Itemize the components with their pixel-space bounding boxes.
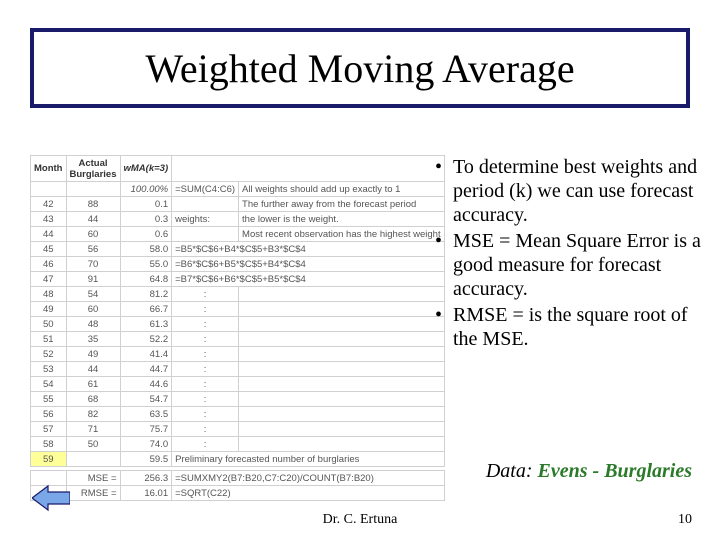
sum-formula: =SUM(C4:C6) (172, 182, 239, 197)
footer-author: Dr. C. Ertuna (0, 512, 720, 528)
table-row: 577175.7: (31, 422, 445, 437)
slide-title: Weighted Moving Average (145, 45, 574, 92)
page-number: 10 (678, 512, 692, 528)
table-row: 496066.7: (31, 302, 445, 317)
table-row: 504861.3: (31, 317, 445, 332)
table-row: 44600.6Most recent observation has the h… (31, 227, 445, 242)
table-row: 556854.7: (31, 392, 445, 407)
back-arrow-button[interactable] (32, 484, 70, 512)
table-row: 479164.8=B7*$C$6+B6*$C$5+B5*$C$4 (31, 272, 445, 287)
data-citation: Data: Evens - Burglaries (486, 460, 692, 483)
table-row: 467055.0=B6*$C$6+B5*$C$5+B4*$C$4 (31, 257, 445, 272)
sum-note: All weights should add up exactly to 1 (239, 182, 445, 197)
forecast-month: 59 (31, 452, 67, 467)
sum-pct: 100.00% (120, 182, 172, 197)
sum-row: 100.00% =SUM(C4:C6) All weights should a… (31, 182, 445, 197)
bullet-item: MSE = Mean Square Error is a good measur… (435, 229, 705, 301)
data-prefix: Data: (486, 460, 533, 482)
table-row: 485481.2: (31, 287, 445, 302)
bullet-list: To determine best weights and period (k)… (435, 155, 705, 353)
forecast-value: 59.5 (120, 452, 172, 467)
col-notes (172, 156, 444, 182)
col-actual: ActualBurglaries (66, 156, 120, 182)
table-row: 42880.1The further away from the forecas… (31, 197, 445, 212)
data-source: Evens - Burglaries (538, 460, 692, 482)
arrow-shape (32, 486, 70, 510)
table-row: MSE =256.3=SUMXMY2(B7:B20,C7:C20)/COUNT(… (31, 471, 445, 486)
table-row: 455658.0=B5*$C$6+B4*$C$5+B3*$C$4 (31, 242, 445, 257)
title-box: Weighted Moving Average (30, 28, 690, 108)
forecast-note: Preliminary forecasted number of burglar… (172, 452, 444, 467)
bullet-item: RMSE = is the square root of the MSE. (435, 303, 705, 351)
col-wma: wMA(k=3) (120, 156, 172, 182)
table-row: 585074.0: (31, 437, 445, 452)
col-month: Month (31, 156, 67, 182)
table-row: 546144.6: (31, 377, 445, 392)
table-row: 513552.2: (31, 332, 445, 347)
bullet-item: To determine best weights and period (k)… (435, 155, 705, 227)
table-row: 43440.3weights:the lower is the weight. (31, 212, 445, 227)
data-table: Month ActualBurglaries wMA(k=3) 100.00% … (30, 155, 420, 501)
table-header-row: Month ActualBurglaries wMA(k=3) (31, 156, 445, 182)
table-row: 524941.4: (31, 347, 445, 362)
table-row: 534444.7: (31, 362, 445, 377)
arrow-left-icon (32, 484, 70, 512)
table-row: 568263.5: (31, 407, 445, 422)
table-row: RMSE =16.01=SQRT(C22) (31, 486, 445, 501)
forecast-row: 59 59.5 Preliminary forecasted number of… (31, 452, 445, 467)
